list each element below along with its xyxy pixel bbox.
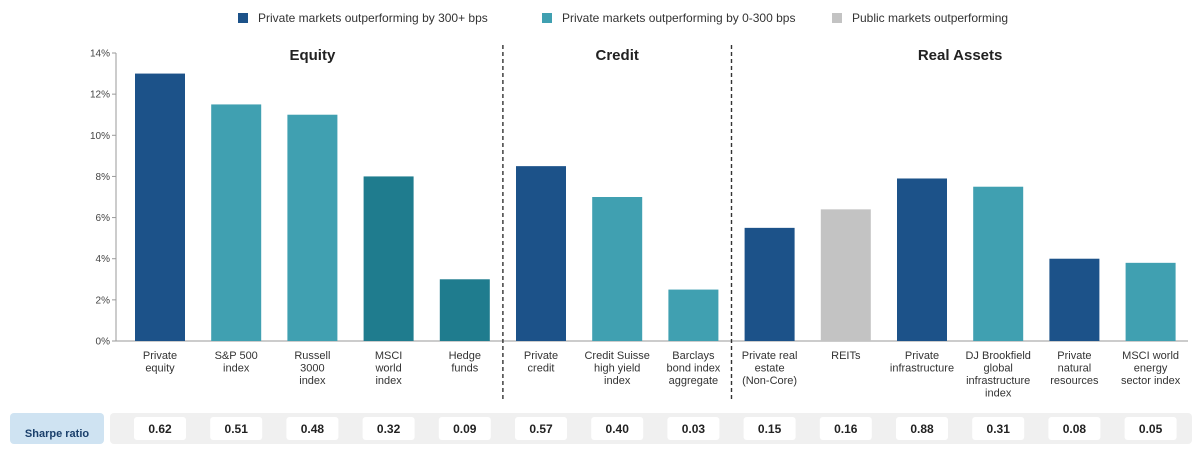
category-label: world [374,363,401,375]
category-label: index [375,375,402,387]
category-label: energy [1134,363,1168,375]
sharpe-value: 0.16 [834,422,858,436]
sharpe-value: 0.31 [987,422,1011,436]
bar [439,279,490,341]
category-label: Credit Suisse [584,350,649,362]
legend-label: Public markets outperforming [852,11,1008,25]
legend-swatch [832,13,842,23]
category-label: index [604,375,631,387]
sharpe-value: 0.03 [682,422,706,436]
category-label: equity [145,363,175,375]
category-label: MSCI [375,350,403,362]
category-label: aggregate [669,375,719,387]
bar [211,104,262,341]
bar [363,176,414,341]
bar [1049,258,1100,341]
sharpe-value-box [515,417,567,440]
y-tick-label: 4% [96,254,111,265]
y-tick-label: 6% [96,213,111,224]
category-label: DJ Brookfield [965,350,1030,362]
category-label: resources [1050,375,1099,387]
category-label: high yield [594,363,640,375]
bar [820,209,871,341]
sharpe-value-box [286,417,339,440]
category-label: 3000 [300,363,324,375]
sharpe-value-box [896,417,948,440]
sharpe-value-box [667,417,720,440]
bar [1125,262,1176,341]
sharpe-value: 0.51 [225,422,249,436]
sharpe-value-box [591,417,644,440]
category-label: Hedge [449,350,481,362]
category-label: bond index [666,363,720,375]
category-label: natural [1058,363,1092,375]
y-tick-label: 0% [96,337,111,348]
sharpe-value: 0.09 [453,422,477,436]
bar [668,289,719,341]
y-tick-label: 12% [90,90,110,101]
sharpe-value: 0.57 [529,422,553,436]
sharpe-value-box [134,417,186,440]
bar [592,197,643,341]
sharpe-value-box [819,417,872,440]
sharpe-value: 0.15 [758,422,782,436]
category-label: sector index [1121,375,1181,387]
legend-label: Private markets outperforming by 300+ bp… [258,11,488,25]
sharpe-value: 0.62 [148,422,172,436]
legend-swatch [238,13,248,23]
category-label: Private [524,350,558,362]
sharpe-value-box [743,417,796,440]
category-label: Private [905,350,939,362]
sharpe-value: 0.88 [910,422,934,436]
category-label: Barclays [672,350,715,362]
category-label: credit [528,363,555,375]
bar [287,114,338,341]
sharpe-label-box [10,413,104,444]
group-title: Credit [596,47,639,64]
sharpe-value-box [210,417,263,440]
sharpe-value-box [438,417,491,440]
category-label: Private [1057,350,1091,362]
category-label: funds [451,363,478,375]
category-label: infrastructure [966,375,1030,387]
category-label: infrastructure [890,363,954,375]
group-title: Real Assets [918,47,1003,64]
category-label: S&P 500 [215,350,258,362]
sharpe-value: 0.40 [606,422,630,436]
legend-label: Private markets outperforming by 0-300 b… [562,11,795,25]
y-tick-label: 10% [90,131,110,142]
y-tick-label: 14% [90,49,110,60]
sharpe-value-box [1124,417,1177,440]
bar [516,166,566,341]
category-label: Private [143,350,177,362]
category-label: MSCI world [1122,350,1179,362]
sharpe-value-box [1048,417,1101,440]
category-label: (Non-Core) [742,375,797,387]
bar [744,227,795,341]
sharpe-value: 0.05 [1139,422,1163,436]
category-label: index [299,375,326,387]
category-label: index [223,363,250,375]
sharpe-value: 0.08 [1063,422,1087,436]
bar [135,73,185,342]
y-tick-label: 8% [96,172,111,183]
sharpe-ratio-label: Sharpe ratio [25,428,89,440]
sharpe-row-background [110,413,1192,444]
legend-swatch [542,13,552,23]
category-label: estate [755,363,785,375]
category-label: Private real [742,350,798,362]
sharpe-value: 0.48 [301,422,325,436]
sharpe-value: 0.32 [377,422,401,436]
bar [973,186,1024,341]
category-label: global [984,363,1013,375]
y-tick-label: 2% [96,295,111,306]
category-label: index [985,388,1012,400]
sharpe-value-box [972,417,1025,440]
bar [897,178,947,341]
sharpe-value-box [362,417,415,440]
category-label: Russell [294,350,330,362]
group-title: Equity [289,47,335,64]
category-label: REITs [831,350,861,362]
